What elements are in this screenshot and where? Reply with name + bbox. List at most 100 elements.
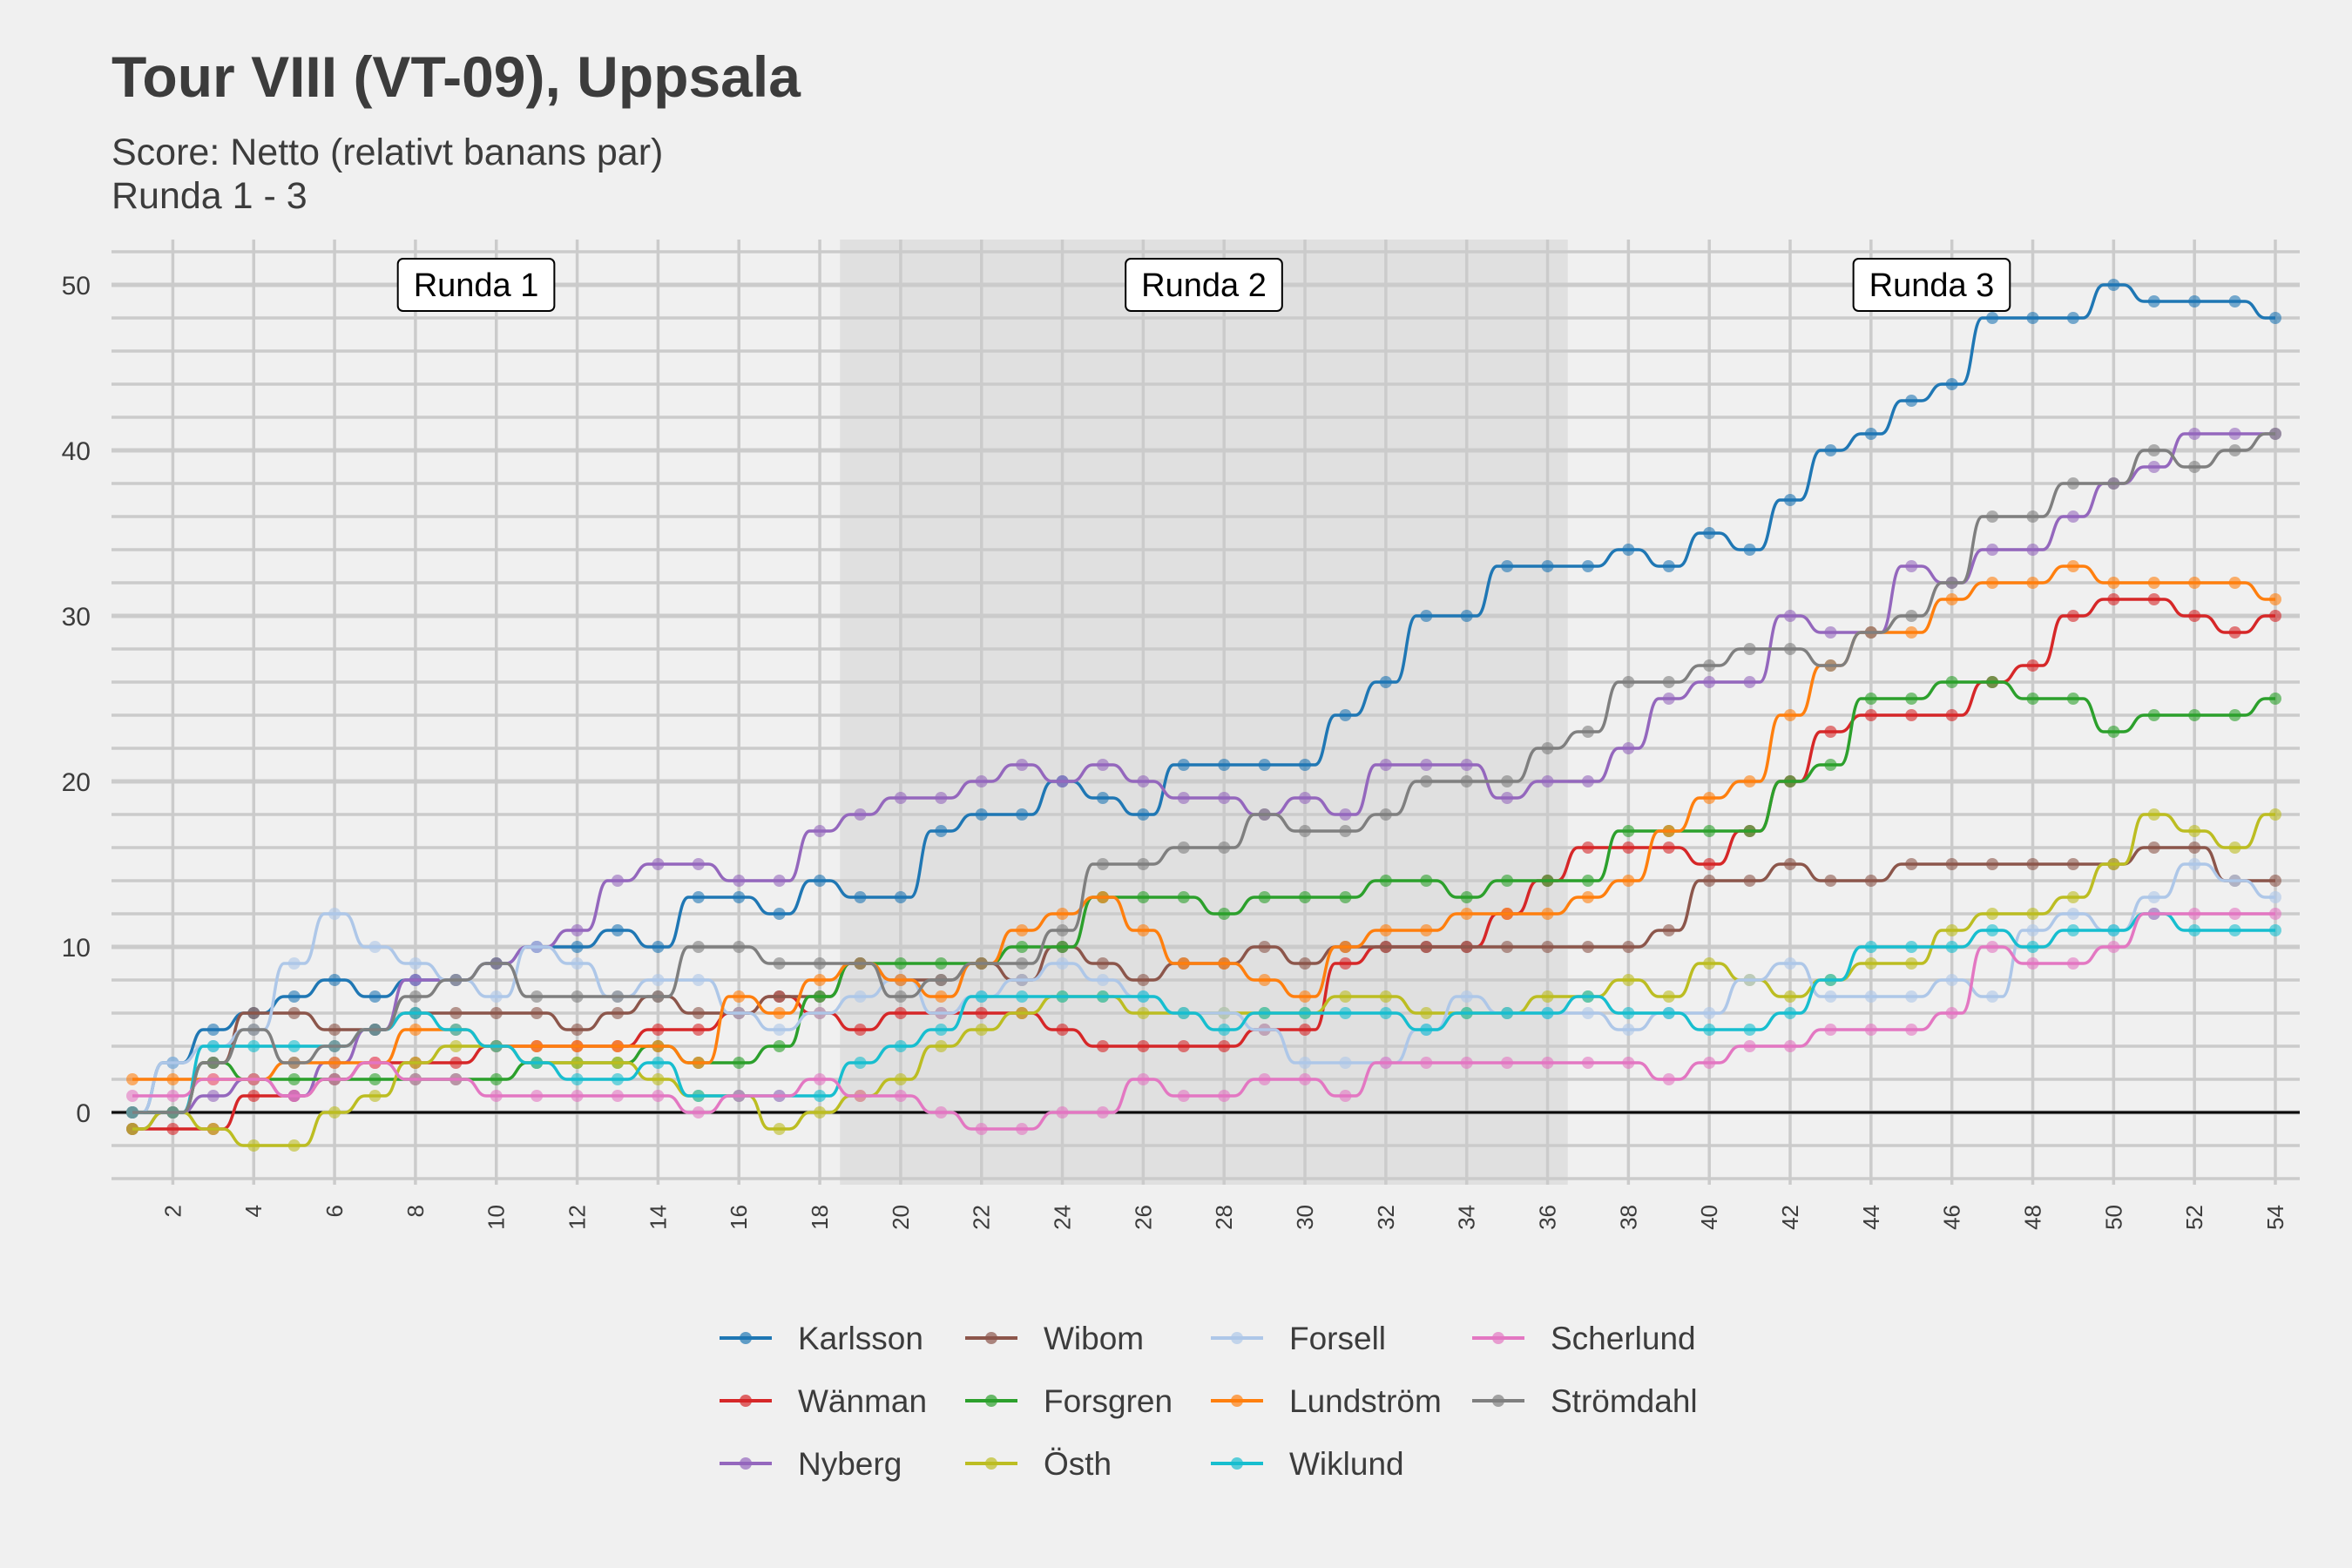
data-point-karlsson <box>2107 279 2120 291</box>
data-point-forsgren <box>1137 891 1150 903</box>
data-point-wiklund <box>1379 1007 1392 1019</box>
data-point-wiklund <box>1177 1007 1190 1019</box>
data-point-lundström <box>1420 924 1433 936</box>
data-point-scherlund <box>1703 1057 1716 1069</box>
data-point-östh <box>1379 990 1392 1003</box>
legend-marker <box>1231 1457 1243 1470</box>
data-point-strömdahl <box>894 990 907 1003</box>
data-point-wänman <box>1177 1040 1190 1052</box>
data-point-wiklund <box>2269 924 2281 936</box>
data-point-wibom <box>1299 957 1312 970</box>
data-point-wänman <box>2269 610 2281 622</box>
data-point-wiklund <box>1096 990 1109 1003</box>
data-point-wiklund <box>409 1007 422 1019</box>
data-point-scherlund <box>1986 941 1999 953</box>
legend-item-forsgren: Forsgren <box>965 1383 1173 1419</box>
data-point-wänman <box>1622 841 1635 854</box>
data-point-forsgren <box>1824 759 1837 771</box>
data-point-nyberg <box>935 792 948 804</box>
data-point-lundström <box>611 1040 624 1052</box>
data-point-wiklund <box>652 1057 665 1069</box>
data-point-forsell <box>1460 990 1473 1003</box>
legend-marker <box>985 1395 997 1407</box>
data-point-lundström <box>2107 577 2120 589</box>
data-point-lundström <box>1703 792 1716 804</box>
data-point-wibom <box>773 990 786 1003</box>
data-point-forsell <box>1622 1024 1635 1036</box>
data-point-scherlund <box>773 1090 786 1102</box>
data-point-östh <box>449 1040 463 1052</box>
data-point-nyberg <box>1986 544 1999 556</box>
data-point-scherlund <box>1096 1106 1109 1119</box>
data-point-nyberg <box>409 974 422 986</box>
data-point-nyberg <box>1299 792 1312 804</box>
data-point-strömdahl <box>1379 808 1392 821</box>
x-tick-label: 10 <box>483 1205 510 1230</box>
data-point-wiklund <box>1905 941 1918 953</box>
data-point-wänman <box>1703 858 1716 870</box>
data-point-forsgren <box>935 957 948 970</box>
data-point-wibom <box>1420 941 1433 953</box>
data-point-forsell <box>1096 974 1109 986</box>
data-point-strömdahl <box>1743 643 1756 655</box>
series-lines <box>126 279 2281 1152</box>
data-point-wänman <box>2147 593 2160 605</box>
data-point-nyberg <box>1743 676 1756 688</box>
series-strömdahl <box>126 428 2281 1119</box>
data-point-forsell <box>2066 908 2079 920</box>
data-point-forsgren <box>1460 891 1473 903</box>
data-point-wibom <box>1541 941 1554 953</box>
data-point-wänman <box>1905 709 1918 721</box>
data-point-wänman <box>1581 841 1594 854</box>
data-point-forsell <box>368 941 382 953</box>
data-point-forsell <box>1016 974 1029 986</box>
data-point-strömdahl <box>1258 808 1271 821</box>
data-point-scherlund <box>2147 908 2160 920</box>
data-point-wibom <box>1096 957 1109 970</box>
data-point-forsell <box>1339 1057 1352 1069</box>
data-point-östh <box>1703 957 1716 970</box>
data-point-nyberg <box>1784 610 1797 622</box>
data-point-karlsson <box>894 891 907 903</box>
data-point-wiklund <box>935 1024 948 1036</box>
data-point-wiklund <box>1501 1007 1514 1019</box>
data-point-lundström <box>1662 825 1675 837</box>
data-point-forsgren <box>2147 709 2160 721</box>
x-tick-label: 52 <box>2181 1205 2207 1230</box>
data-point-karlsson <box>206 1024 220 1036</box>
x-tick-label: 42 <box>1777 1205 1803 1230</box>
data-point-lundström <box>935 990 948 1003</box>
data-point-östh <box>935 1040 948 1052</box>
data-point-wänman <box>1096 1040 1109 1052</box>
data-point-forsell <box>2228 875 2241 887</box>
data-point-strömdahl <box>571 990 584 1003</box>
data-point-karlsson <box>1824 444 1837 456</box>
x-tick-label: 4 <box>240 1205 267 1217</box>
data-point-wänman <box>449 1057 463 1069</box>
data-point-forsell <box>1218 1007 1231 1019</box>
data-point-wibom <box>1501 941 1514 953</box>
region-labels: Runda 1 Runda 2 Runda 3 <box>396 258 2011 312</box>
legend-label: Wiklund <box>1289 1446 1404 1482</box>
data-point-wibom <box>449 1007 463 1019</box>
data-point-lundström <box>1016 924 1029 936</box>
data-point-wibom <box>1258 941 1271 953</box>
legend-marker <box>740 1395 752 1407</box>
region-label-text: Runda 2 <box>1141 267 1267 304</box>
data-point-wiklund <box>1743 1024 1756 1036</box>
data-point-wibom <box>1662 924 1675 936</box>
data-point-wänman <box>2107 593 2120 605</box>
data-point-scherlund <box>1541 1057 1554 1069</box>
data-point-wibom <box>611 1007 624 1019</box>
data-point-östh <box>2147 808 2160 821</box>
data-point-karlsson <box>814 875 827 887</box>
x-tick-label: 26 <box>1130 1205 1156 1230</box>
data-point-karlsson <box>1258 759 1271 771</box>
data-point-lundström <box>1541 908 1554 920</box>
data-point-scherlund <box>854 1090 867 1102</box>
series-line-forsell <box>132 862 2275 1114</box>
data-point-forsgren <box>2026 693 2039 705</box>
region-label-text: Runda 3 <box>1869 267 1995 304</box>
data-point-strömdahl <box>368 1024 382 1036</box>
data-point-scherlund <box>490 1090 503 1102</box>
